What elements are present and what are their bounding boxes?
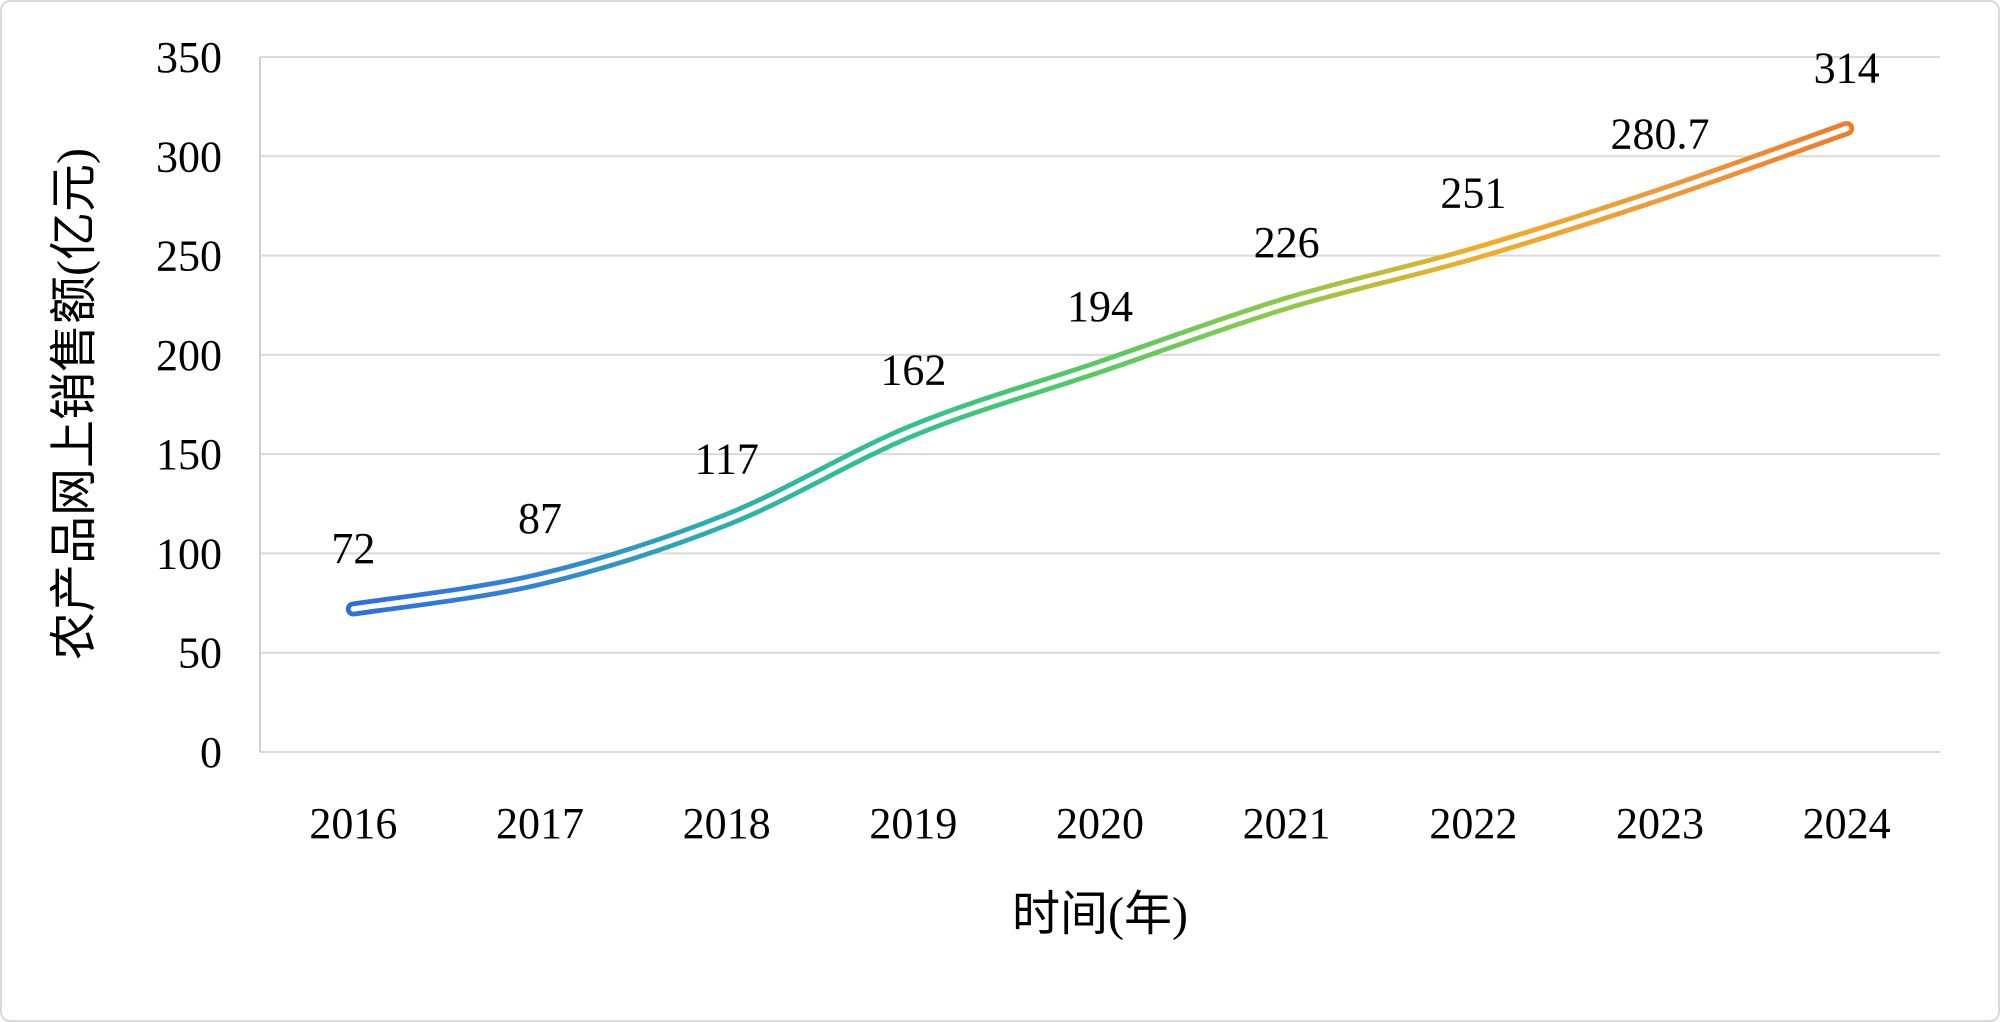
y-axis-title: 农产品网上销售额(亿元) <box>48 148 101 660</box>
x-tick-label: 2023 <box>1616 799 1704 848</box>
y-tick-label: 200 <box>156 331 222 380</box>
y-tick-label: 350 <box>156 33 222 82</box>
x-tick-label: 2018 <box>683 799 771 848</box>
data-label: 314 <box>1814 43 1880 92</box>
data-label: 280.7 <box>1611 110 1710 159</box>
x-tick-label: 2020 <box>1056 799 1144 848</box>
y-tick-label: 300 <box>156 132 222 181</box>
data-label: 162 <box>880 345 946 394</box>
y-tick-label: 0 <box>200 728 222 777</box>
y-tick-label: 100 <box>156 529 222 578</box>
y-tick-label: 50 <box>178 629 222 678</box>
data-label: 87 <box>518 494 562 543</box>
x-tick-label: 2017 <box>496 799 584 848</box>
x-tick-label: 2024 <box>1803 799 1891 848</box>
data-label: 117 <box>694 435 758 484</box>
y-tick-label: 250 <box>156 232 222 281</box>
x-axis-title: 时间(年) <box>1012 888 1188 941</box>
x-tick-label: 2019 <box>869 799 957 848</box>
data-label: 72 <box>331 524 375 573</box>
x-tick-label: 2022 <box>1429 799 1517 848</box>
x-tick-label: 2021 <box>1243 799 1331 848</box>
data-label: 194 <box>1067 282 1133 331</box>
data-label: 226 <box>1254 218 1320 267</box>
series-line-core <box>350 125 1850 612</box>
data-label: 251 <box>1440 169 1506 218</box>
x-tick-label: 2016 <box>309 799 397 848</box>
y-tick-label: 150 <box>156 430 222 479</box>
